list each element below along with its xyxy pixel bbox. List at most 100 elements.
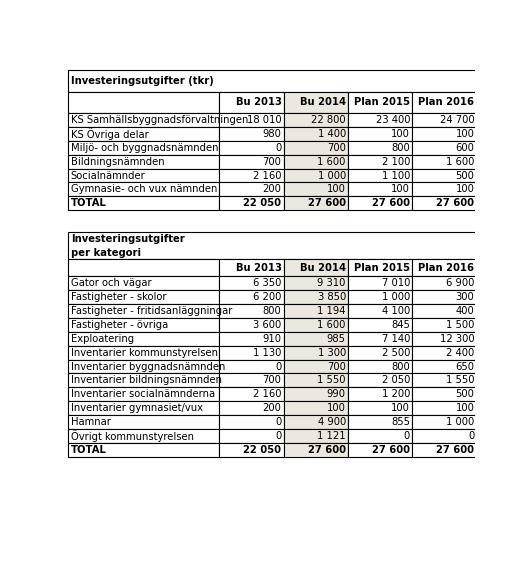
Text: 12 300: 12 300: [440, 334, 475, 344]
Bar: [284, 155, 348, 168]
Text: 200: 200: [262, 403, 281, 413]
Text: 4 900: 4 900: [317, 417, 346, 427]
Bar: [348, 304, 412, 318]
Bar: [220, 415, 284, 429]
Bar: [220, 360, 284, 373]
Bar: [68, 387, 220, 401]
Bar: [284, 141, 348, 155]
Bar: [348, 429, 412, 443]
Bar: [220, 373, 284, 387]
Bar: [284, 183, 348, 196]
Bar: [412, 113, 477, 127]
Bar: [68, 429, 220, 443]
Text: 0: 0: [275, 361, 281, 372]
Text: 910: 910: [262, 334, 281, 344]
Text: Inventarier socialnämnderna: Inventarier socialnämnderna: [71, 389, 215, 399]
Bar: [412, 168, 477, 183]
Text: 985: 985: [327, 334, 346, 344]
Bar: [220, 387, 284, 401]
Text: 300: 300: [456, 292, 475, 302]
Text: 22 050: 22 050: [243, 198, 281, 208]
Bar: [284, 345, 348, 360]
Text: Investeringsutgifter: Investeringsutgifter: [71, 234, 184, 244]
Bar: [348, 373, 412, 387]
Text: per kategori: per kategori: [71, 248, 140, 258]
Text: 800: 800: [263, 306, 281, 316]
Bar: [220, 168, 284, 183]
Bar: [284, 443, 348, 457]
Bar: [68, 183, 220, 196]
Text: Plan 2015: Plan 2015: [354, 98, 410, 107]
Text: KS Samhällsbyggnadsförvaltningen: KS Samhällsbyggnadsförvaltningen: [71, 115, 248, 125]
Text: 1 550: 1 550: [317, 375, 346, 385]
Text: 2 160: 2 160: [253, 389, 281, 399]
Bar: [284, 91, 348, 113]
Bar: [348, 345, 412, 360]
Text: 200: 200: [262, 184, 281, 194]
Text: Fastigheter - fritidsanläggningar: Fastigheter - fritidsanläggningar: [71, 306, 232, 316]
Bar: [412, 141, 477, 155]
Text: 18 010: 18 010: [247, 115, 281, 125]
Text: Inventarier byggnadsnämnden: Inventarier byggnadsnämnden: [71, 361, 225, 372]
Bar: [348, 91, 412, 113]
Text: 1 194: 1 194: [317, 306, 346, 316]
Bar: [220, 259, 284, 276]
Text: 1 400: 1 400: [317, 129, 346, 139]
Text: 500: 500: [456, 389, 475, 399]
Text: Inventarier kommunstyrelsen: Inventarier kommunstyrelsen: [71, 348, 218, 357]
Bar: [412, 183, 477, 196]
Text: TOTAL: TOTAL: [71, 198, 107, 208]
Text: 27 600: 27 600: [437, 198, 475, 208]
Bar: [68, 168, 220, 183]
Text: 1 100: 1 100: [382, 171, 410, 180]
Text: 23 400: 23 400: [375, 115, 410, 125]
Bar: [284, 290, 348, 304]
Bar: [284, 318, 348, 332]
Bar: [412, 290, 477, 304]
Bar: [68, 91, 220, 113]
Bar: [284, 168, 348, 183]
Text: 1 200: 1 200: [382, 389, 410, 399]
Bar: [68, 196, 220, 210]
Bar: [412, 91, 477, 113]
Bar: [68, 276, 220, 290]
Text: 100: 100: [456, 184, 475, 194]
Bar: [348, 290, 412, 304]
Bar: [348, 332, 412, 345]
Text: 1 000: 1 000: [382, 292, 410, 302]
Bar: [68, 373, 220, 387]
Text: 2 050: 2 050: [382, 375, 410, 385]
Bar: [284, 127, 348, 141]
Text: 24 700: 24 700: [440, 115, 475, 125]
Text: 845: 845: [391, 320, 410, 330]
Bar: [220, 304, 284, 318]
Text: 100: 100: [391, 184, 410, 194]
Bar: [68, 127, 220, 141]
Bar: [220, 91, 284, 113]
Text: 500: 500: [456, 171, 475, 180]
Text: 100: 100: [391, 403, 410, 413]
Bar: [412, 345, 477, 360]
Text: 0: 0: [275, 431, 281, 441]
Text: Bu 2014: Bu 2014: [300, 263, 346, 273]
Text: 22 050: 22 050: [243, 445, 281, 455]
Text: 7 140: 7 140: [382, 334, 410, 344]
Bar: [284, 429, 348, 443]
Bar: [348, 127, 412, 141]
Bar: [220, 113, 284, 127]
Text: 3 600: 3 600: [253, 320, 281, 330]
Bar: [284, 259, 348, 276]
Bar: [220, 196, 284, 210]
Text: 3 850: 3 850: [317, 292, 346, 302]
Bar: [348, 276, 412, 290]
Text: Inventarier bildningsnämnden: Inventarier bildningsnämnden: [71, 375, 222, 385]
Text: KS Övriga delar: KS Övriga delar: [71, 128, 148, 140]
Text: 700: 700: [327, 361, 346, 372]
Bar: [412, 401, 477, 415]
Bar: [220, 290, 284, 304]
Bar: [348, 443, 412, 457]
Bar: [412, 415, 477, 429]
Text: 600: 600: [456, 143, 475, 153]
Text: 4 100: 4 100: [382, 306, 410, 316]
Bar: [348, 318, 412, 332]
